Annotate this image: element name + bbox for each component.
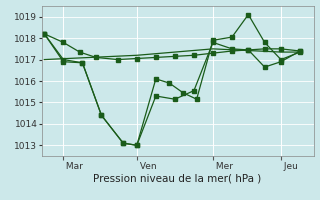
X-axis label: Pression niveau de la mer( hPa ): Pression niveau de la mer( hPa ) bbox=[93, 173, 262, 183]
